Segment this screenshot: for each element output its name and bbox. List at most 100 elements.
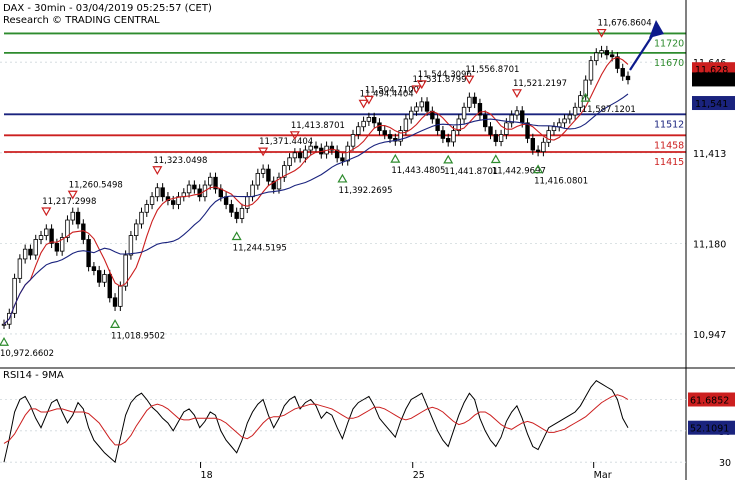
candle-body xyxy=(583,79,588,97)
candle-body xyxy=(414,106,419,112)
candle-body xyxy=(282,165,287,178)
trough-marker xyxy=(337,173,348,183)
candle-body xyxy=(535,149,541,153)
candle-body xyxy=(297,152,303,159)
candle-body xyxy=(75,211,81,225)
candle-body xyxy=(620,68,625,77)
rsi-gridlines xyxy=(0,399,686,463)
candle-body xyxy=(54,242,60,252)
candle-body xyxy=(303,149,308,159)
rsi-line xyxy=(3,380,629,464)
peak-label: 11,521.2197 xyxy=(513,79,567,89)
trough-label: 11,018.9502 xyxy=(111,331,165,341)
candle-body xyxy=(308,145,313,151)
candle-body xyxy=(446,138,451,143)
rsi-series xyxy=(3,380,629,464)
trough-label: 10,972.6602 xyxy=(0,349,54,359)
candle-body xyxy=(266,168,271,182)
rsi-tag-label: 52.1091 xyxy=(690,424,729,435)
candle-body xyxy=(451,130,456,143)
peak-marker xyxy=(289,131,300,140)
price-tag xyxy=(692,96,735,111)
peak-marker xyxy=(596,28,607,38)
candle-body xyxy=(123,254,128,287)
candle-body xyxy=(472,96,477,104)
candle-body xyxy=(208,176,213,186)
rsi-tick-label: 30 xyxy=(719,458,731,469)
peak-label: 11,494.4404 xyxy=(360,89,414,99)
candle-body xyxy=(28,248,33,256)
peak-label: 11,371.4404 xyxy=(259,137,313,147)
candle-body xyxy=(371,117,377,124)
price-gridlines xyxy=(0,61,686,335)
swing-annotations: 10,972.6602 11,217.2998 11,260.5498 11,018.… xyxy=(0,19,652,359)
candle-body xyxy=(350,134,356,147)
candle-body xyxy=(91,266,97,271)
candle-body xyxy=(38,235,44,240)
candle-body xyxy=(112,297,118,307)
rsi-ma-line xyxy=(3,394,629,446)
candle-body xyxy=(398,130,403,142)
candle-body xyxy=(329,145,335,151)
trough-label: 11,442.9697 xyxy=(492,167,546,177)
candle-body xyxy=(223,196,229,205)
peak-marker xyxy=(41,207,52,217)
candle-body xyxy=(250,184,255,198)
candle-body xyxy=(192,184,197,190)
price-tag-label: 11,628 xyxy=(695,65,728,76)
chart-title: DAX - 30min - 03/04/2019 05:25:57 (CET) xyxy=(3,3,212,14)
candle-body xyxy=(44,228,49,236)
candle-body xyxy=(144,204,149,213)
candle-body xyxy=(165,196,171,202)
candle-body xyxy=(525,122,530,139)
peak-label: 11,323.0498 xyxy=(153,156,207,166)
candle-body xyxy=(562,118,567,124)
level-label: 11670 xyxy=(654,58,684,69)
x-tick-label: 18 xyxy=(201,470,213,480)
price-tag-label: 11,541 xyxy=(695,99,728,110)
candle-body xyxy=(155,187,160,198)
trough-marker xyxy=(490,154,501,164)
candle-body xyxy=(477,103,483,116)
candle-body xyxy=(59,237,65,252)
candle-body xyxy=(340,157,345,162)
ma-slow-line xyxy=(3,93,629,325)
peak-label: 11,544.3096 xyxy=(418,70,472,80)
candle-body xyxy=(356,126,361,135)
candle-body xyxy=(186,184,192,194)
candle-body xyxy=(239,207,245,219)
candle-body xyxy=(65,219,70,238)
peak-label: 11,676.8604 xyxy=(598,19,652,29)
peak-label: 11,504.7100 xyxy=(365,85,419,95)
candle-body xyxy=(213,176,218,190)
candle-body xyxy=(498,134,504,142)
candle-body xyxy=(128,235,134,256)
price-tag-label: 11,601.7 xyxy=(695,75,735,86)
candle-body xyxy=(70,211,75,221)
candle-body xyxy=(530,138,536,151)
candle-body xyxy=(551,126,557,132)
candle-body xyxy=(276,176,282,190)
price-series xyxy=(1,45,631,329)
candle-body xyxy=(313,145,319,149)
price-tick-label: 11,180 xyxy=(693,239,726,250)
candle-body xyxy=(271,180,276,190)
candle-body xyxy=(514,110,520,116)
trough-marker xyxy=(443,154,454,164)
candle-body xyxy=(382,130,387,135)
trough-marker xyxy=(110,319,121,328)
candle-body xyxy=(588,60,594,81)
trough-label: 11,441.8701 xyxy=(444,167,498,177)
candle-body xyxy=(572,106,578,116)
candle-body xyxy=(461,106,467,120)
price-tag xyxy=(692,72,735,87)
candle-body xyxy=(255,172,261,186)
candle-body xyxy=(118,285,123,307)
ma-fast-line xyxy=(3,56,629,325)
price-tick-label: 11,413 xyxy=(693,149,726,160)
x-tick-label: 25 xyxy=(413,470,425,480)
peak-label: 11,413.8701 xyxy=(291,121,345,131)
peak-marker xyxy=(416,80,427,90)
